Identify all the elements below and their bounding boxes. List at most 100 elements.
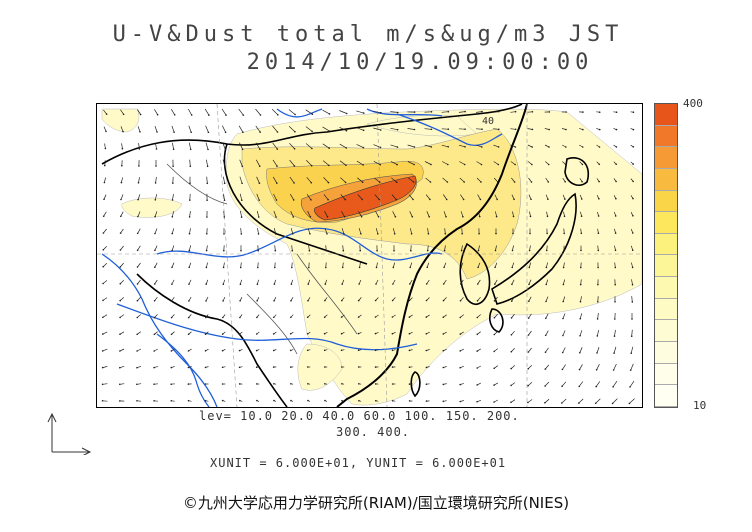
wind-vector [288,109,296,115]
wind-vector-head [379,163,382,166]
wind-vector [563,262,565,268]
wind-vector-head [153,383,155,386]
wind-vector-head [531,128,534,131]
wind-vector-head [497,163,500,166]
wind-vector-head [562,266,565,269]
wind-vector-head [119,400,121,402]
wind-vector [528,296,532,302]
wind-vector-head [255,366,258,369]
wind-vector [137,279,141,285]
wind-vector [495,245,497,251]
wind-vector-head [459,299,462,302]
wind-vector-head [207,131,210,134]
wind-vector-head [255,349,258,352]
wind-vector [511,279,515,285]
wind-vector [189,159,191,167]
wind-vector-head [188,249,191,252]
wind-vector-head [103,181,106,184]
wind-vector-head [376,249,378,252]
wind-vector-head [391,383,394,385]
wind-vector [545,347,549,353]
wind-vector-head [425,299,428,302]
dust-map[interactable]: 40 [96,103,643,408]
wind-vector [339,126,347,132]
wind-vector-head [564,163,567,166]
wind-vector [325,245,327,251]
wind-vector-head [259,131,261,133]
wind-vector [443,211,447,217]
wind-vector-head [531,111,534,113]
wind-vector-head [327,181,330,184]
wind-vector-head [396,163,398,166]
wind-vector [443,194,447,200]
wind-vector [102,331,108,335]
wind-vector-head [430,163,432,166]
wind-vector [579,313,583,319]
wind-vector-head [580,266,582,269]
wind-vector [120,109,124,115]
wind-vector-head [274,249,277,252]
wind-vector [595,381,601,387]
wind-vector-head [241,148,244,151]
colorbar-segment [655,104,677,126]
taiwan [410,371,421,398]
wind-vector [579,330,583,336]
wind-vector-head [136,299,139,302]
wind-vector-head [396,111,399,114]
wind-vector [137,245,141,251]
wind-vector-head [547,181,550,183]
wind-vector-head [101,383,104,386]
wind-vector-head [189,148,192,151]
wind-vector-head [136,366,138,369]
wind-vector [189,211,191,217]
wind-vector [323,177,329,183]
wind-vector [306,194,312,200]
wind-vector-head [597,283,599,286]
wind-vector-head [612,369,615,371]
wind-vector-head [442,333,445,335]
wind-vector [510,161,516,165]
wind-vector-head [307,283,310,285]
wind-vector-head [362,112,365,114]
wind-vector-head [375,266,378,269]
wind-vector [171,228,175,234]
wind-vector-head [395,181,398,183]
wind-vector-head [629,386,631,388]
wind-vector [342,245,344,251]
wind-vector-head [561,402,563,404]
wind-vector-head [478,215,481,218]
wind-vector-head [136,333,138,336]
wind-vector-head [614,249,617,252]
wind-vector-head [205,249,208,252]
wind-vector [493,144,499,148]
wind-vector [390,111,398,113]
wind-vector [494,194,498,200]
wind-vector-head [445,215,447,218]
wind-vector-head [222,316,224,319]
wind-vector-head [273,399,275,402]
wind-vector-head [306,316,309,318]
wind-vector [339,143,347,149]
wind-vector [631,262,633,268]
wind-vector [443,262,447,268]
wind-vector [102,263,108,267]
wind-vector-head [374,316,377,318]
wind-vector [240,262,242,268]
wind-vector-head [206,165,209,168]
wind-vector [407,144,415,148]
copyright-notice: ©九州大学応用力学研究所(RIAM)/国立環境研究所(NIES) [182,494,570,512]
wind-vector-head [273,383,275,385]
wind-vector-head [614,266,617,269]
wind-vector-head [510,300,513,302]
wind-vector [188,125,192,133]
wind-vector [120,262,124,268]
colorbar-segment [655,147,677,169]
wind-vector-head [632,163,634,165]
wind-vector-head [153,333,156,336]
wind-vector-head [308,266,310,269]
wind-vector-head [170,383,172,386]
wind-vector-head [391,299,394,302]
wind-vector [512,211,514,217]
wind-vector [256,193,260,201]
wind-vector-head [120,215,122,218]
